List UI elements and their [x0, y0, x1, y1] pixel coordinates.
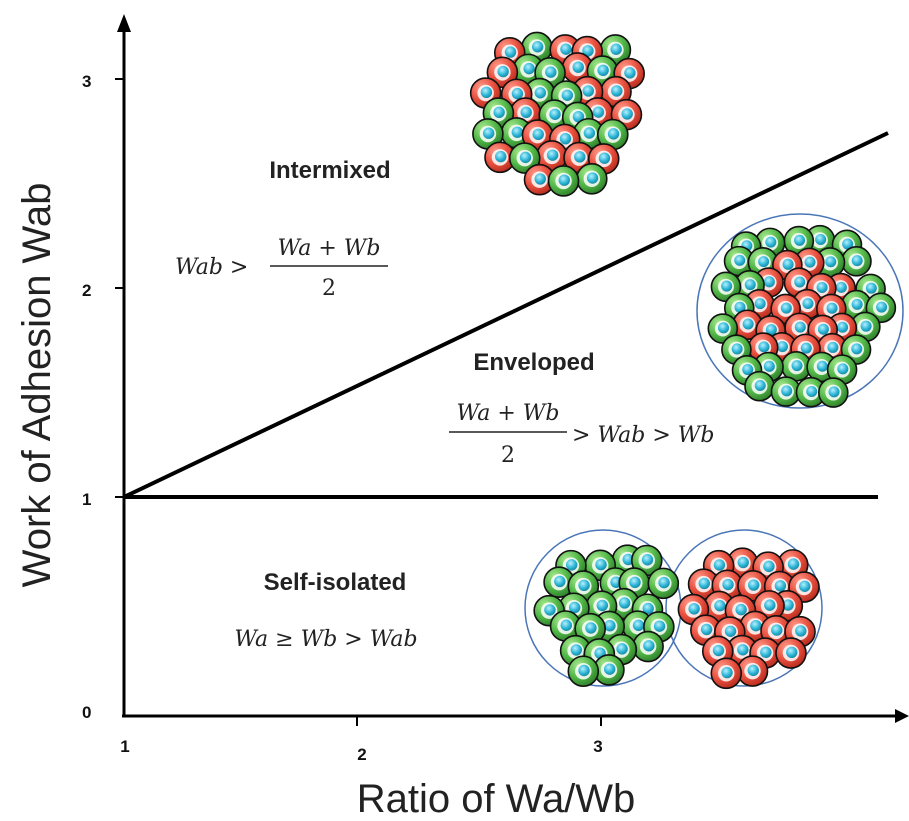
green-cell: [647, 567, 680, 600]
self-isolated-label: Self-isolated: [264, 569, 407, 596]
green-cell: [482, 97, 515, 129]
green-cell: [841, 246, 872, 277]
enveloped-label: Enveloped: [473, 349, 594, 376]
red-cell: [561, 52, 594, 84]
red-cell: [600, 75, 632, 108]
self-isolated-formula: Wa ≥ Wb > Wab: [234, 627, 417, 652]
intermixed-cell-cluster: [469, 31, 645, 197]
intermixed-region: Intermixed Wab > Wa + Wb 2: [175, 157, 391, 301]
red-cell: [793, 247, 825, 279]
red-cell: [486, 56, 519, 89]
enveloped-formula-numerator: Wa + Wb: [457, 401, 560, 426]
green-cell: [818, 377, 849, 408]
green-cell: [593, 654, 625, 686]
green-cell: [795, 376, 827, 408]
self-isolated-region: Self-isolated Wa ≥ Wb > Wab: [234, 569, 417, 652]
green-cell: [543, 566, 575, 598]
green-cell: [508, 142, 541, 174]
y-tick-label-0: 0: [82, 703, 91, 722]
green-cell: [841, 289, 872, 321]
x-axis-title: Ratio of Wa/Wb: [357, 777, 636, 821]
red-cell: [710, 657, 743, 690]
intermixed-label: Intermixed: [269, 157, 390, 184]
green-cell: [770, 376, 802, 407]
green-cell: [575, 162, 608, 195]
enveloped-formula-rhs: > Wab > Wb: [572, 423, 714, 448]
green-cell: [599, 34, 632, 66]
x-tick-label-2: 2: [357, 745, 366, 764]
y-axis-title: Work of Adhesion Wab: [15, 183, 59, 588]
enveloped-cell-cluster: [696, 213, 904, 409]
diagonal-boundary-line: [123, 131, 889, 499]
self-isolated-cell-cluster: [524, 529, 823, 690]
red-cell: [775, 637, 807, 669]
y-tick-label-2: 2: [82, 281, 91, 300]
intermixed-formula-denominator: 2: [322, 276, 336, 301]
green-cell: [632, 630, 664, 663]
green-cell: [559, 634, 592, 667]
green-cell: [574, 612, 606, 645]
red-cell: [677, 593, 710, 626]
y-axis-arrow: [117, 14, 131, 32]
enveloped-region: Enveloped Wa + Wb 2 > Wab > Wb: [449, 349, 714, 468]
green-cell: [472, 118, 504, 150]
y-tick-label-3: 3: [82, 72, 91, 91]
green-cell: [826, 354, 858, 385]
green-cell: [596, 118, 629, 151]
red-cell: [711, 569, 744, 602]
green-cell: [630, 544, 663, 577]
axes: 0 1 2 3 1 2 3 Ratio of Wa/Wb Work of Adh…: [15, 14, 909, 821]
green-cell: [567, 655, 600, 688]
intermixed-formula-numerator: Wa + Wb: [278, 236, 381, 261]
red-cell: [736, 655, 769, 687]
enveloped-formula-denominator: 2: [501, 443, 515, 468]
x-tick-label-1: 1: [120, 737, 129, 756]
y-tick-label-1: 1: [82, 490, 91, 509]
green-cell: [547, 165, 580, 197]
red-cell: [536, 140, 568, 172]
enveloped-cluster-outline: [696, 213, 904, 409]
x-tick-label-3: 3: [593, 737, 602, 756]
x-axis-arrow: [895, 709, 909, 723]
red-aggregate-outline: [665, 529, 823, 687]
intermixed-formula-lhs: Wab >: [175, 255, 248, 280]
green-cell: [744, 370, 775, 402]
